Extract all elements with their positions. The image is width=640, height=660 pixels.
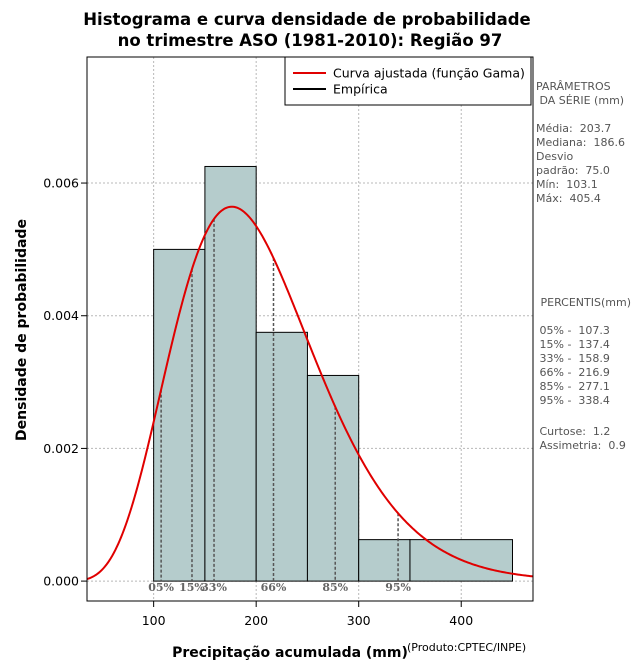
params-title-line2: DA SÉRIE (mm) [536,94,625,107]
legend-box [284,56,532,106]
x-tick-label-300: 300 [347,613,371,628]
histogram-bar-2 [255,331,308,582]
x-tick-label-100: 100 [142,613,166,628]
chart-title: Histograma e curva densidade de probabil… [83,10,531,29]
histogram-bar-1 [204,165,257,582]
percentile-label-3: 66% [261,581,287,594]
percentile-85: 85% - 277.1 [536,380,610,393]
y-axis: 0.000 0.002 0.004 0.006 [43,176,87,589]
percentile-05: 05% - 107.3 [536,324,610,337]
percentile-label-0: 05% [148,581,174,594]
gamma-fit-curve [86,205,534,580]
histogram-bar-4 [358,539,411,582]
x-axis-label: Precipitação acumulada (mm) [172,645,408,660]
percentile-95: 95% - 338.4 [536,394,610,407]
legend-label-fit: Curva ajustada (função Gama) [333,66,525,81]
percentis-title: PERCENTIS(mm) [537,296,631,309]
legend-label-empirical: Empírica [333,82,388,97]
param-mediana: Mediana: 186.6 [536,136,625,149]
legend: Curva ajustada (função Gama) Empírica [284,56,532,106]
x-tick-label-400: 400 [449,613,473,628]
percentile-label-4: 85% [322,581,348,594]
param-desvio-line1: Desvio [536,150,574,163]
y-tick-label-0: 0.000 [43,574,79,589]
y-tick-label-2: 0.004 [43,308,79,323]
x-axis: 100 200 300 400 [142,601,473,628]
stat-assimetria: Assimetria: 0.9 [536,439,626,452]
y-tick-label-3: 0.006 [43,176,79,191]
x-tick-label-200: 200 [244,613,268,628]
percentile-label-5: 95% [385,581,411,594]
percentile-label-2: 33% [201,581,227,594]
histogram-bar-3 [306,374,360,582]
percentile-15: 15% - 137.4 [536,338,610,351]
percentile-66: 66% - 216.9 [536,366,610,379]
histogram-bar-0 [153,248,206,582]
param-media: Média: 203.7 [536,122,612,135]
param-max: Máx: 405.4 [536,192,601,205]
chart-subtitle: no trimestre ASO (1981-2010): Região 97 [118,31,503,50]
percentile-label-1: 15% [179,581,205,594]
param-desvio-line2: padrão: 75.0 [536,164,610,177]
y-tick-label-1: 0.002 [43,441,79,456]
histogram-bars [153,165,513,582]
stat-curtose: Curtose: 1.2 [536,425,611,438]
credit-label: (Produto:CPTEC/INPE) [407,641,526,654]
y-axis-label: Densidade de probabilidade [14,219,30,441]
percentile-markers: 05% 15%33% 66% 85% 95% [148,218,411,594]
params-title-line1: PARÂMETROS [536,80,611,93]
percentile-33: 33% - 158.9 [536,352,610,365]
param-min: Mín: 103.1 [536,178,598,191]
